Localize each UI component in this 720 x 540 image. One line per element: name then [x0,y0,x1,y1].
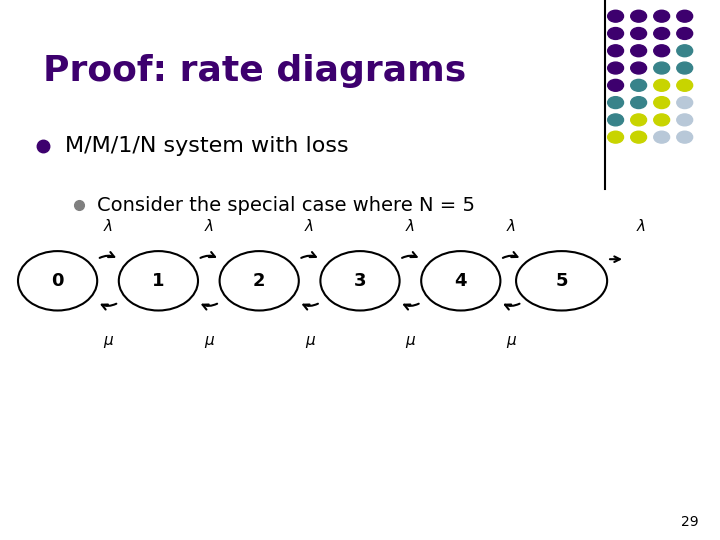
Circle shape [654,79,670,91]
Circle shape [631,114,647,126]
Circle shape [654,62,670,74]
Circle shape [608,10,624,22]
Text: μ: μ [305,333,315,348]
Text: μ: μ [506,333,516,348]
Circle shape [654,131,670,143]
Circle shape [608,131,624,143]
Circle shape [608,79,624,91]
Text: 2: 2 [253,272,266,290]
Circle shape [608,28,624,39]
Circle shape [654,114,670,126]
Circle shape [631,131,647,143]
Text: 3: 3 [354,272,366,290]
Text: 4: 4 [454,272,467,290]
Circle shape [677,28,693,39]
Text: 29: 29 [681,515,698,529]
Circle shape [631,28,647,39]
Circle shape [631,10,647,22]
Circle shape [608,62,624,74]
Circle shape [677,79,693,91]
Text: μ: μ [405,333,415,348]
Text: λ: λ [406,219,415,234]
Text: μ: μ [103,333,113,348]
Circle shape [631,45,647,57]
Circle shape [677,114,693,126]
Circle shape [18,251,97,310]
Ellipse shape [516,251,607,310]
Circle shape [631,62,647,74]
Circle shape [654,10,670,22]
Text: λ: λ [305,219,314,234]
Circle shape [677,62,693,74]
Text: Consider the special case where N = 5: Consider the special case where N = 5 [97,195,475,215]
Text: μ: μ [204,333,214,348]
Text: λ: λ [636,219,645,234]
Circle shape [608,114,624,126]
Circle shape [608,45,624,57]
Text: λ: λ [507,219,516,234]
Circle shape [320,251,400,310]
Text: 0: 0 [51,272,64,290]
Text: λ: λ [204,219,213,234]
Circle shape [631,97,647,109]
Circle shape [677,45,693,57]
Circle shape [631,79,647,91]
Circle shape [119,251,198,310]
Circle shape [654,45,670,57]
Text: 1: 1 [152,272,165,290]
Circle shape [677,10,693,22]
Text: λ: λ [104,219,112,234]
Circle shape [654,28,670,39]
Text: 5: 5 [555,272,568,290]
Text: M/M/1/N system with loss: M/M/1/N system with loss [65,136,348,156]
Circle shape [608,97,624,109]
Circle shape [677,131,693,143]
Circle shape [421,251,500,310]
Text: Proof: rate diagrams: Proof: rate diagrams [43,54,467,88]
Circle shape [654,97,670,109]
Circle shape [220,251,299,310]
Circle shape [677,97,693,109]
